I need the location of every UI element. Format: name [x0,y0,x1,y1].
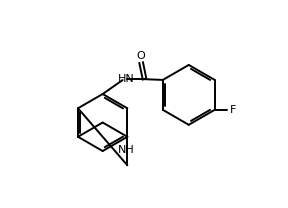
Text: NH: NH [118,145,134,155]
Text: F: F [230,105,236,115]
Text: HN: HN [118,74,134,84]
Text: O: O [137,51,145,61]
